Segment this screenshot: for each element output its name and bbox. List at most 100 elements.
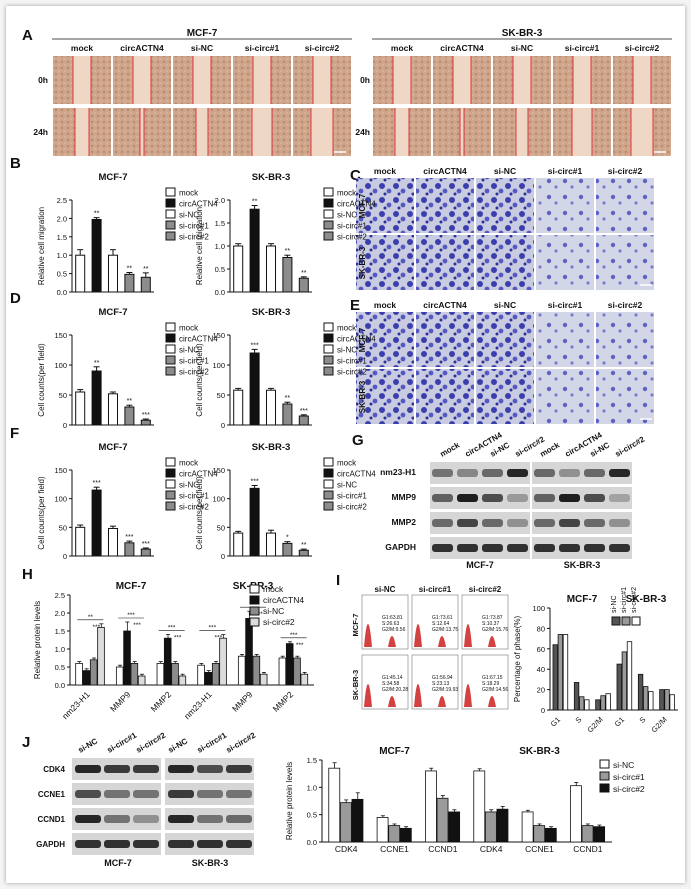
bar xyxy=(249,487,260,557)
legend-label: si-circ#1 xyxy=(337,492,367,501)
blot-band xyxy=(584,469,605,477)
bar xyxy=(399,827,412,843)
bar xyxy=(573,682,580,711)
bar xyxy=(425,770,437,843)
blot-membrane xyxy=(430,462,530,484)
x-tick-label: S xyxy=(574,715,584,725)
legend-swatch xyxy=(165,209,176,219)
chart-B-MCF-7: B MCF-7 Relative cell migration 0.0 0.5 1.0 1.… xyxy=(10,155,218,297)
bar xyxy=(97,627,105,686)
significance-label: ** xyxy=(285,395,291,402)
flow-stat: G2/M:15.76 xyxy=(482,627,508,633)
stain-image xyxy=(356,369,414,424)
chart-subtitle: SK-BR-3 xyxy=(626,594,667,605)
bar xyxy=(156,663,165,686)
flow-stat: G1:45.14 xyxy=(382,675,403,681)
wound-gap xyxy=(395,108,409,156)
y-tick-label: 2.0 xyxy=(215,196,225,205)
legend-swatch xyxy=(249,617,260,627)
blot-band xyxy=(432,494,453,502)
bar xyxy=(298,415,309,426)
x-tick-label: G1 xyxy=(613,715,626,728)
wound-gap xyxy=(196,108,208,156)
legend-swatch xyxy=(165,198,176,208)
y-tick-label: 0.5 xyxy=(57,270,67,279)
row-label-24h: 24h xyxy=(355,127,370,137)
legend-label: si-NC xyxy=(337,211,357,220)
bar xyxy=(581,825,594,843)
chart-D-SK-BR-3: SK-BR-3 Cell counts(per field) 0 50 100 150 **… xyxy=(195,307,376,430)
bar xyxy=(473,770,486,843)
panel-a-col-label: mock xyxy=(391,43,413,53)
blot-band xyxy=(584,544,605,552)
y-tick-label: 0.0 xyxy=(55,681,65,690)
bar xyxy=(233,245,244,293)
stain-col-label: si-circ#1 xyxy=(548,166,583,176)
wound-gap xyxy=(313,56,331,104)
y-tick-label: 50 xyxy=(59,523,67,532)
bar xyxy=(282,403,293,426)
y-tick-label: 50 xyxy=(59,391,67,400)
bar xyxy=(140,419,151,426)
y-tick-label: 0 xyxy=(221,421,225,430)
bar xyxy=(544,827,557,843)
legend-label: circACTN4 xyxy=(179,470,218,479)
legend-label: circACTN4 xyxy=(337,335,376,344)
blot-band xyxy=(584,494,605,502)
blot-cell-line: SK-BR-3 xyxy=(564,560,601,570)
legend-swatch xyxy=(165,457,176,467)
bar xyxy=(237,655,246,686)
blot-band xyxy=(432,469,453,477)
wound-gap xyxy=(253,56,271,104)
panel-letter-a: A xyxy=(22,27,33,44)
legend-swatch xyxy=(621,616,631,626)
bar xyxy=(328,767,341,843)
x-tick-label: CDK4 xyxy=(480,844,503,854)
flow-row-label: MCF-7 xyxy=(351,614,360,637)
stain-image xyxy=(596,235,654,290)
significance-label: *** xyxy=(127,612,135,619)
stain-image xyxy=(476,178,534,233)
stain-col-label: circACTN4 xyxy=(423,166,467,176)
chart-H: H Relative protein levels 0.0 0.5 1.0 1.5 2.0 2… xyxy=(22,566,314,721)
blot-membrane xyxy=(532,487,632,509)
stain-image xyxy=(596,312,654,367)
blot-cell-line: MCF-7 xyxy=(104,858,132,868)
legend-label: circACTN4 xyxy=(337,470,376,479)
flow-stat: S:18.29 xyxy=(482,681,499,687)
y-tick-label: 60 xyxy=(537,645,545,654)
bar xyxy=(584,699,590,711)
bar xyxy=(89,659,98,686)
significance-label: ** xyxy=(301,542,307,549)
bar xyxy=(282,542,293,557)
y-tick-label: 1.5 xyxy=(307,756,317,765)
blot-row-label: MMP2 xyxy=(391,517,416,527)
bar xyxy=(648,691,654,711)
stain-col-label: si-NC xyxy=(494,166,516,176)
bar xyxy=(436,797,449,843)
stain-image xyxy=(416,235,474,290)
significance-label: *** xyxy=(251,478,259,485)
blot-band xyxy=(457,469,478,477)
legend-label: si-circ#2 xyxy=(337,503,367,512)
blot-band xyxy=(168,815,194,823)
blot-band xyxy=(197,790,223,798)
y-axis-label: Relative protein levels xyxy=(33,601,42,679)
bar xyxy=(533,825,546,843)
legend-label: mock xyxy=(179,189,199,198)
blot-band xyxy=(559,544,580,552)
blot-band xyxy=(104,790,130,798)
blot-band xyxy=(168,840,194,848)
wound-gap xyxy=(573,56,591,104)
blot-band xyxy=(507,519,528,527)
blot-row-label: CDK4 xyxy=(43,765,65,774)
panel-letter: H xyxy=(22,566,33,583)
legend-label: si-NC xyxy=(179,211,199,220)
legend-swatch xyxy=(165,479,176,489)
flow-col-label: si-NC xyxy=(375,585,396,594)
bar xyxy=(552,644,558,711)
x-tick-label: CCNE1 xyxy=(380,844,409,854)
x-tick-label: G2/M xyxy=(649,715,668,734)
